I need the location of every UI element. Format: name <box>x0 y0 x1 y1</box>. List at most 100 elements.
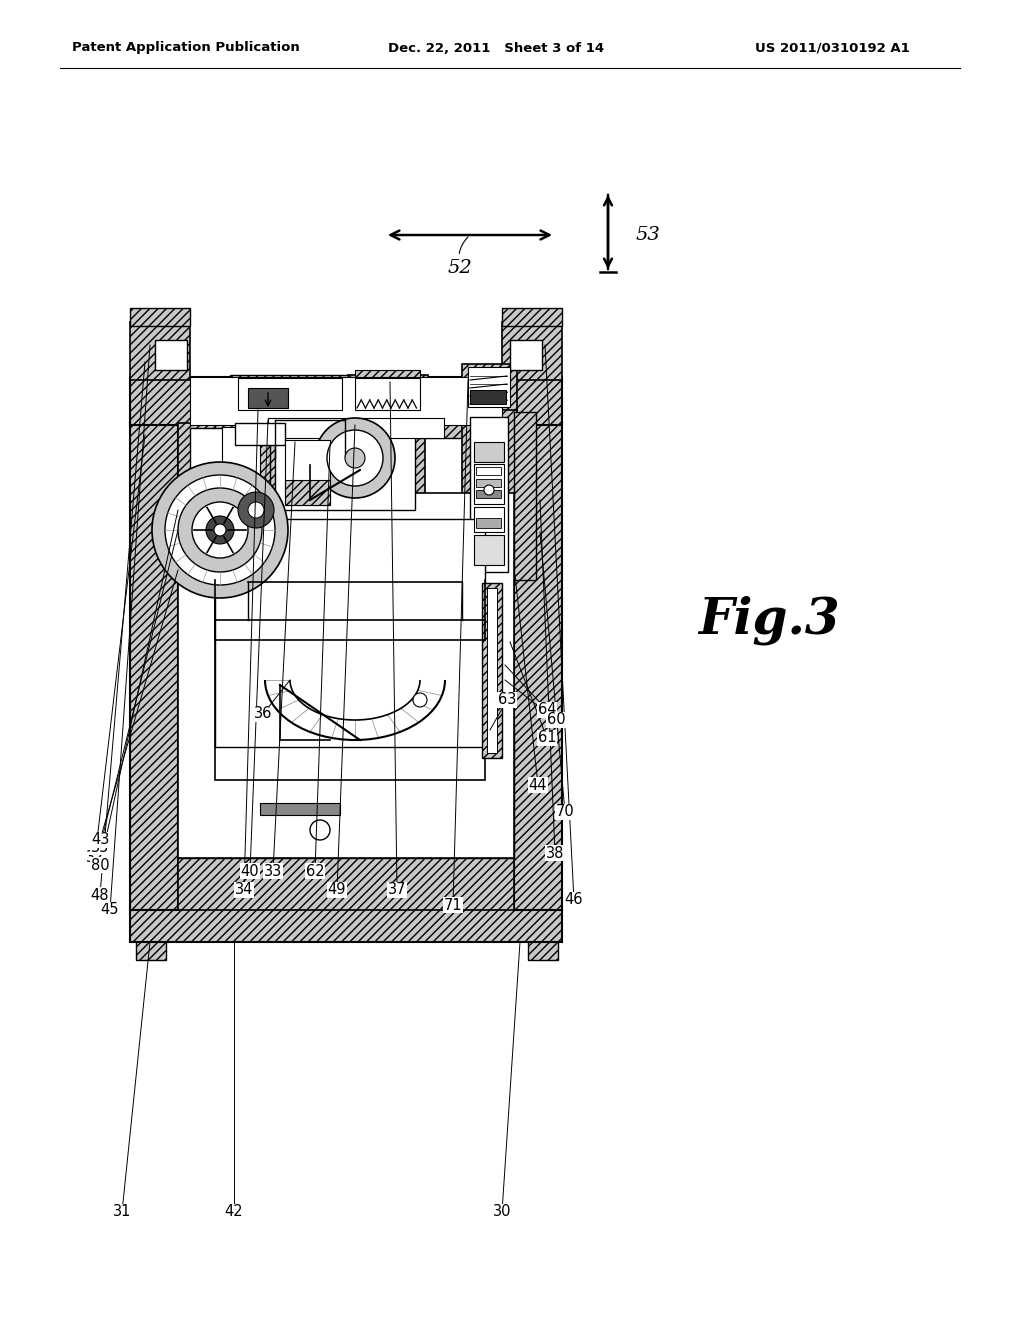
Text: US 2011/0310192 A1: US 2011/0310192 A1 <box>755 41 909 54</box>
Text: 61: 61 <box>538 730 556 746</box>
Bar <box>285 480 330 506</box>
Bar <box>130 422 178 909</box>
Text: 53: 53 <box>636 226 660 244</box>
Text: 80: 80 <box>91 858 110 873</box>
Text: 63: 63 <box>498 693 516 708</box>
Bar <box>462 411 517 579</box>
Bar <box>502 308 562 326</box>
Bar <box>136 940 166 960</box>
Bar <box>178 422 233 500</box>
Text: 46: 46 <box>565 892 584 908</box>
Bar <box>248 388 288 408</box>
Circle shape <box>413 693 427 708</box>
Circle shape <box>165 475 275 585</box>
Text: Fig.3: Fig.3 <box>698 595 840 644</box>
Bar <box>188 531 213 579</box>
Bar <box>130 322 190 380</box>
Circle shape <box>238 492 274 528</box>
Bar <box>130 907 562 942</box>
Circle shape <box>193 502 248 558</box>
Bar <box>462 364 517 412</box>
Bar <box>468 367 510 407</box>
Bar <box>260 803 340 814</box>
Bar <box>178 540 218 590</box>
Bar <box>178 729 514 858</box>
Bar <box>178 525 223 590</box>
Bar <box>476 517 501 528</box>
Bar <box>234 436 285 445</box>
Bar <box>476 479 501 487</box>
Bar <box>355 370 420 381</box>
Bar <box>528 940 558 960</box>
Circle shape <box>315 418 395 498</box>
Bar <box>510 341 542 370</box>
Bar <box>474 442 504 462</box>
Bar <box>248 418 464 438</box>
Bar <box>215 520 485 780</box>
Text: Dec. 22, 2011   Sheet 3 of 14: Dec. 22, 2011 Sheet 3 of 14 <box>388 41 604 54</box>
Bar <box>470 389 506 404</box>
Bar <box>155 341 187 370</box>
Bar <box>285 440 330 506</box>
Circle shape <box>178 488 262 572</box>
Text: Patent Application Publication: Patent Application Publication <box>72 41 300 54</box>
Text: 40: 40 <box>241 863 259 879</box>
Text: 60: 60 <box>547 713 565 727</box>
Circle shape <box>214 524 226 536</box>
Bar <box>348 375 428 414</box>
Text: 31: 31 <box>113 1204 131 1220</box>
Text: 30: 30 <box>493 1204 511 1220</box>
Bar <box>215 744 485 780</box>
Circle shape <box>327 430 383 486</box>
Text: 33: 33 <box>264 863 283 879</box>
Bar <box>215 519 485 747</box>
Bar <box>188 546 210 583</box>
Text: 44: 44 <box>528 777 547 792</box>
Text: 45: 45 <box>100 903 119 917</box>
Text: 43: 43 <box>91 833 110 847</box>
Text: 32: 32 <box>86 850 104 865</box>
Circle shape <box>152 462 288 598</box>
Bar <box>476 490 501 498</box>
Text: 42: 42 <box>224 1204 244 1220</box>
Bar <box>487 587 497 752</box>
Text: 37: 37 <box>388 883 407 898</box>
Text: 64: 64 <box>538 702 556 718</box>
Bar <box>482 583 502 758</box>
Bar <box>130 378 562 425</box>
Text: 38: 38 <box>546 846 564 861</box>
Bar <box>355 378 420 411</box>
Bar <box>476 467 501 475</box>
Bar <box>514 412 536 579</box>
Text: 34: 34 <box>234 883 253 898</box>
Circle shape <box>206 516 234 544</box>
Text: 62: 62 <box>306 863 325 879</box>
Bar <box>130 308 190 326</box>
Bar <box>190 428 225 490</box>
Bar <box>514 422 562 909</box>
Text: 70: 70 <box>556 804 574 820</box>
Circle shape <box>248 502 264 517</box>
Bar <box>178 855 514 909</box>
Bar <box>474 465 504 504</box>
Text: 35: 35 <box>91 840 110 854</box>
Bar <box>268 418 444 438</box>
Bar <box>230 375 350 414</box>
Text: 71: 71 <box>443 898 462 912</box>
Bar <box>474 535 504 565</box>
Text: 36: 36 <box>254 706 272 722</box>
Circle shape <box>310 820 330 840</box>
Bar <box>234 422 285 445</box>
Bar <box>474 507 504 532</box>
Text: 49: 49 <box>328 883 346 898</box>
Bar <box>502 322 562 380</box>
Circle shape <box>484 484 494 495</box>
Text: 48: 48 <box>91 887 110 903</box>
Bar <box>222 426 260 482</box>
Bar <box>215 420 270 490</box>
Text: 52: 52 <box>447 236 472 277</box>
Bar <box>178 492 514 858</box>
Bar <box>190 378 502 425</box>
Bar <box>470 417 508 572</box>
Bar <box>275 425 415 510</box>
